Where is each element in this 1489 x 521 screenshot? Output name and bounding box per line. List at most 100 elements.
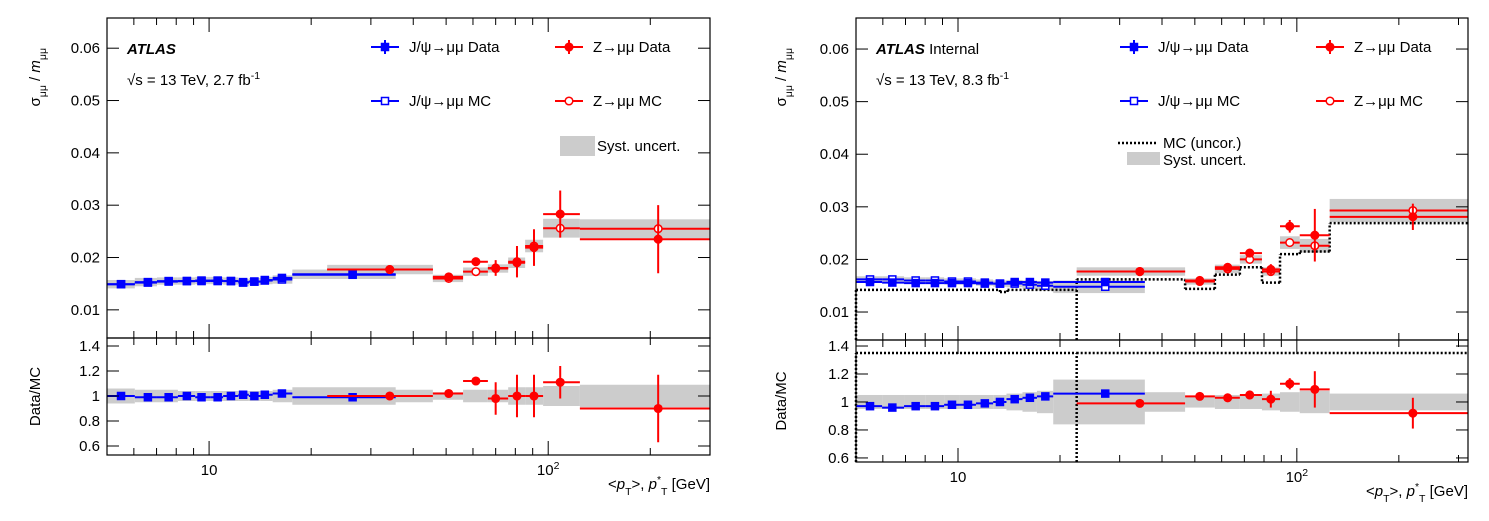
y-axis-label: σμμ / mμμ xyxy=(27,48,49,107)
legend-marker xyxy=(1129,96,1139,106)
y-tick-label: 1 xyxy=(92,388,100,405)
x-tick-label: 10 xyxy=(950,469,967,486)
x-tick-exponent: 2 xyxy=(554,460,560,472)
marker xyxy=(1285,238,1295,248)
legend-label: Z→μμ Data xyxy=(593,39,671,56)
ratio-syst-band xyxy=(463,389,488,403)
marker xyxy=(213,276,222,286)
legend-label: Syst. uncert. xyxy=(597,138,680,155)
y-tick-label: 1 xyxy=(841,394,849,411)
label-part: p xyxy=(1406,483,1415,500)
marker xyxy=(1285,221,1295,231)
marker xyxy=(1285,379,1295,389)
marker xyxy=(1010,394,1019,404)
marker xyxy=(197,393,206,402)
x-tick-label: 10 xyxy=(201,462,218,479)
label-part: >, xyxy=(1390,483,1407,500)
brand: ATLAS xyxy=(126,41,176,58)
marker xyxy=(1310,384,1320,394)
legend-label: J/ψ→μμ MC xyxy=(409,93,491,110)
marker xyxy=(385,265,395,275)
x-tick-label: 102 xyxy=(1286,467,1309,486)
marker xyxy=(1408,408,1418,418)
marker xyxy=(444,272,454,282)
label-part: p xyxy=(616,476,625,493)
label-part: T xyxy=(661,486,668,498)
label-part: < xyxy=(1366,483,1375,500)
y-tick-label: 0.6 xyxy=(79,438,100,455)
marker xyxy=(182,391,192,401)
y-tick-label: 0.04 xyxy=(71,145,100,162)
marker xyxy=(995,397,1005,407)
brand: ATLAS Internal xyxy=(875,41,979,58)
marker xyxy=(1223,262,1233,272)
marker xyxy=(930,401,940,411)
legend-label: J/ψ→μμ MC xyxy=(1158,93,1240,110)
marker xyxy=(1245,248,1255,258)
legend-label: Syst. uncert. xyxy=(1163,152,1246,169)
label-part: μμ xyxy=(783,85,795,97)
y-tick-label: 0.02 xyxy=(820,251,849,268)
label-part: [GeV] xyxy=(667,476,710,493)
marker xyxy=(143,278,153,287)
legend-label: Z→μμ MC xyxy=(1354,93,1423,110)
marker xyxy=(213,393,222,402)
label-part: σ xyxy=(773,97,790,107)
marker xyxy=(260,275,270,285)
marker xyxy=(491,263,501,273)
y-tick-label: 0.03 xyxy=(820,199,849,216)
marker xyxy=(1408,212,1418,222)
label-part: -1 xyxy=(251,70,260,82)
label-part: m xyxy=(773,60,790,73)
x-tick-base: 10 xyxy=(1286,469,1303,486)
marker xyxy=(182,276,192,286)
marker xyxy=(1025,393,1035,403)
legend-label: MC (uncor.) xyxy=(1163,135,1241,152)
marker xyxy=(1010,277,1019,287)
label-part: μμ xyxy=(37,48,49,60)
marker xyxy=(260,390,270,399)
ratio-syst-band xyxy=(543,386,580,406)
ratio-syst-band xyxy=(882,394,905,409)
marker xyxy=(947,278,957,288)
legend-marker xyxy=(380,96,390,106)
energy-label: √s = 13 TeV, 2.7 fb-1 xyxy=(127,70,260,89)
label-part: >, xyxy=(632,476,649,493)
brand-name: ATLAS xyxy=(875,41,925,58)
ratio-syst-band xyxy=(1076,392,1186,412)
label-part: T xyxy=(625,486,632,498)
label-part: < xyxy=(608,476,617,493)
ratio-syst-band xyxy=(579,384,710,408)
marker xyxy=(888,278,897,287)
marker xyxy=(529,243,539,253)
marker xyxy=(491,393,501,404)
x-tick-label: 102 xyxy=(537,460,560,479)
legend-syst xyxy=(560,136,595,156)
y-tick-label: 1.4 xyxy=(79,338,100,355)
marker xyxy=(1135,266,1145,277)
y-tick-label: 0.01 xyxy=(820,304,849,321)
marker xyxy=(238,390,248,399)
legend-marker xyxy=(564,96,574,106)
legend-marker xyxy=(380,42,390,52)
panel-frame xyxy=(106,17,711,339)
marker xyxy=(164,393,173,402)
marker xyxy=(238,277,248,287)
marker xyxy=(653,403,663,414)
y-tick-label: 0.05 xyxy=(820,94,849,111)
marker xyxy=(865,277,875,287)
y-axis-label: σμμ / mμμ xyxy=(773,48,795,107)
marker xyxy=(197,276,206,286)
panel-frame xyxy=(855,17,1469,341)
x-axis-label: <pT>, p*T [GeV] xyxy=(608,474,710,498)
y-tick-label: 0.05 xyxy=(71,93,100,110)
marker xyxy=(1041,392,1050,401)
marker xyxy=(471,376,481,386)
legend-label: Z→μμ Data xyxy=(1354,39,1432,56)
legend-marker xyxy=(1325,42,1335,52)
legend-syst xyxy=(1127,152,1160,165)
marker xyxy=(250,277,259,286)
marker xyxy=(1223,393,1233,403)
